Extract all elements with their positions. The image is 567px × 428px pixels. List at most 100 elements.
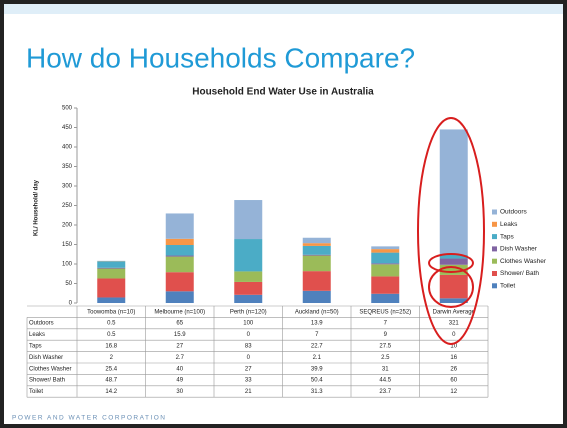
table-cell: 65	[176, 321, 183, 327]
table-row-label: Taps	[29, 343, 42, 349]
bar-segment	[234, 200, 263, 240]
table-row-label: Outdoors	[29, 321, 54, 327]
table-cell: 22.7	[311, 343, 323, 349]
table-row-label: Leaks	[29, 332, 45, 338]
legend-label: Clothes Washer	[500, 258, 547, 265]
table-cell: 31.3	[311, 389, 323, 395]
table-cell: 0	[247, 355, 251, 361]
table-cell: 44.5	[379, 378, 391, 384]
table-cell: 9	[384, 332, 388, 338]
table-cell: 83	[245, 343, 252, 349]
table-cell: 49	[176, 378, 183, 384]
bar-segment	[302, 245, 331, 255]
y-tick-label: 250	[62, 203, 73, 209]
top-band	[4, 4, 563, 14]
bar-segment	[371, 264, 400, 277]
table-header: Darwin Average	[433, 309, 476, 315]
table-cell: 100	[243, 321, 254, 327]
table-cell: 321	[449, 321, 460, 327]
bar-segment	[165, 255, 194, 257]
bar-segment	[234, 281, 263, 295]
bar-segment	[165, 238, 194, 246]
table-cell: 7	[315, 332, 319, 338]
table-cell: 2.5	[381, 355, 390, 361]
bar-segment	[302, 290, 331, 303]
table-cell: 60	[450, 378, 457, 384]
legend-swatch	[492, 258, 497, 264]
table-header: Melbourne (n=100)	[154, 309, 205, 315]
table-cell: 2	[110, 355, 114, 361]
bar-segment	[97, 278, 126, 298]
legend-swatch	[492, 246, 497, 252]
table-cell: 27	[176, 343, 183, 349]
y-tick-label: 500	[62, 106, 73, 112]
y-tick-label: 50	[65, 281, 72, 287]
bar-segment	[165, 213, 194, 239]
table-cell: 30	[176, 389, 183, 395]
y-tick-label: 0	[69, 301, 73, 307]
legend-swatch	[492, 271, 497, 276]
legend-swatch	[492, 234, 497, 240]
legend-label: Dish Washer	[500, 246, 538, 253]
table-cell: 14.2	[105, 389, 117, 395]
table-cell: 27.5	[379, 343, 391, 349]
table-cell: 2.7	[176, 355, 185, 361]
slide-title: How do Households Compare?	[26, 42, 415, 73]
bar-segment	[165, 291, 194, 303]
legend-label: Toilet	[500, 283, 515, 290]
bar-segment	[371, 263, 400, 265]
table-cell: 0	[452, 332, 456, 338]
bar-segment	[439, 264, 468, 275]
bar-segment	[302, 254, 331, 256]
table-cell: 12	[450, 389, 457, 395]
highlight-ellipse	[428, 253, 474, 273]
footer: POWER AND WATER CORPORATION	[12, 415, 167, 422]
bar-segment	[165, 256, 194, 273]
bar-segment	[97, 297, 126, 303]
bar-segment	[165, 272, 194, 292]
legend-label: Outdoors	[500, 209, 527, 216]
table-cell: 13.9	[311, 321, 323, 327]
bar-segment	[165, 245, 194, 256]
table-cell: 21	[245, 389, 252, 395]
legend-swatch	[492, 221, 497, 227]
bar-segment	[439, 298, 468, 303]
bar-segment	[302, 271, 331, 291]
chart-title: Household End Water Use in Australia	[192, 87, 374, 98]
table-row-label: Dish Washer	[29, 355, 63, 361]
table-cell: 7	[384, 321, 388, 327]
legend-label: Shower/ Bath	[500, 270, 539, 277]
y-axis-label: KL/ Household/ day	[34, 179, 40, 236]
table-header: Toowomba (n=10)	[87, 309, 135, 315]
table-cell: 16	[450, 355, 457, 361]
y-tick-label: 300	[62, 184, 73, 190]
table-row-label: Clothes Washer	[29, 366, 71, 372]
table-cell: 26	[450, 366, 457, 372]
y-tick-label: 150	[62, 242, 73, 248]
bar-segment	[439, 129, 468, 255]
bar-segment	[97, 268, 126, 279]
table-cell: 25.4	[105, 366, 117, 372]
y-tick-label: 100	[62, 262, 73, 268]
table-cell: 0.5	[107, 332, 116, 338]
highlight-ellipse	[417, 117, 485, 345]
table-cell: 16.8	[105, 343, 117, 349]
table-row-label: Toilet	[29, 389, 43, 395]
bar-segment	[302, 237, 331, 244]
table-header: Auckland (n=50)	[295, 309, 339, 315]
y-tick-label: 350	[62, 164, 73, 170]
highlight-ellipse	[428, 266, 474, 308]
table-cell: 10	[450, 343, 457, 349]
legend-label: Leaks	[500, 221, 518, 228]
table-cell: 2.1	[313, 355, 322, 361]
table-header: SEQREUS (n=252)	[359, 309, 411, 315]
bar-segment	[371, 249, 400, 253]
legend-swatch	[492, 209, 497, 215]
bar-segment	[371, 276, 400, 294]
table-cell: 0.5	[107, 321, 116, 327]
table-cell: 31	[382, 366, 389, 372]
table-cell: 15.9	[174, 332, 186, 338]
bar-segment	[234, 294, 263, 303]
